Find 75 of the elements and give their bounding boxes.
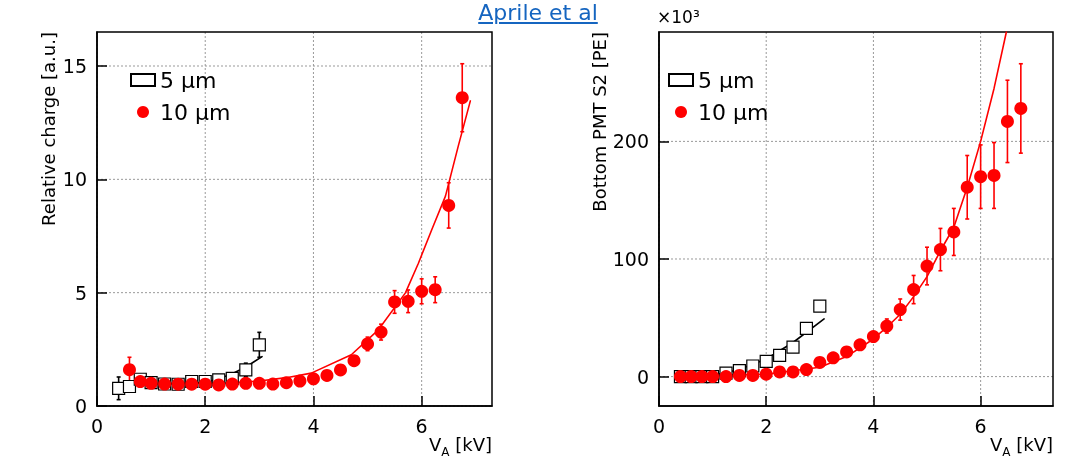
point	[786, 340, 800, 354]
point	[933, 243, 947, 257]
point	[840, 345, 854, 359]
point	[987, 168, 1001, 182]
point	[293, 374, 307, 388]
point	[225, 377, 239, 391]
point	[306, 372, 320, 386]
x-tick-label: 6	[974, 414, 987, 437]
point	[122, 363, 136, 377]
point	[455, 91, 469, 105]
y-tick-label: 0	[636, 365, 649, 388]
point	[252, 376, 266, 390]
point	[347, 354, 361, 368]
y-tick-label: 200	[612, 130, 649, 153]
point	[374, 325, 388, 339]
x-tick-label: 2	[199, 414, 212, 437]
point	[759, 367, 773, 381]
x-tick-label: 4	[867, 414, 880, 437]
point	[907, 283, 921, 297]
point	[893, 303, 907, 317]
x-tick-label: 0	[90, 414, 104, 437]
point	[361, 337, 375, 351]
point	[401, 294, 415, 308]
legend-label: 5 µm	[160, 67, 217, 93]
legend-label: 10 µm	[160, 99, 231, 125]
point	[773, 348, 787, 363]
point	[1014, 101, 1028, 115]
point	[442, 198, 456, 212]
x-tick-label: 0	[652, 414, 666, 437]
point	[388, 295, 402, 309]
text: ×10³	[657, 6, 700, 27]
y-tick-label: 100	[612, 247, 649, 270]
x-axis-title: V$_{A}$ [kV]	[989, 434, 1053, 459]
x-tick-label: 6	[415, 414, 428, 437]
point	[786, 365, 800, 379]
point	[746, 368, 760, 382]
point	[759, 354, 773, 368]
legend-label: 5 µm	[698, 67, 755, 93]
point	[320, 368, 334, 382]
point	[773, 365, 787, 379]
point	[266, 377, 280, 391]
y-axis-title: Bottom PMT S2 [PE]	[588, 32, 610, 212]
point	[947, 225, 961, 239]
legend-label: 10 µm	[698, 99, 769, 125]
point	[799, 363, 813, 377]
point	[719, 370, 733, 384]
x-tick-label: 4	[307, 414, 320, 437]
point	[813, 299, 827, 313]
point	[334, 363, 347, 377]
x-axis-title: V$_{A}$ [kV]	[428, 434, 492, 459]
point	[826, 351, 840, 365]
y-tick-label: 0	[74, 395, 87, 417]
y-tick-label: 15	[62, 55, 87, 77]
point	[920, 259, 934, 273]
x-tick-label: 2	[760, 414, 773, 437]
point	[279, 376, 293, 390]
point	[813, 355, 827, 369]
point	[732, 368, 746, 382]
point	[880, 319, 894, 333]
point	[252, 338, 266, 352]
point	[853, 338, 867, 352]
y-tick-label: 10	[62, 168, 87, 191]
point	[212, 378, 226, 392]
point	[960, 180, 974, 194]
point	[1000, 114, 1014, 128]
y-tick-label: 5	[74, 281, 87, 304]
point	[239, 376, 253, 390]
point	[974, 170, 988, 184]
point	[428, 283, 442, 297]
point	[415, 284, 429, 298]
point	[122, 379, 137, 394]
point	[799, 321, 814, 335]
point	[866, 330, 880, 344]
text: Aprile et al	[478, 0, 598, 25]
y-axis-title: Relative charge [a.u.]	[37, 32, 59, 226]
